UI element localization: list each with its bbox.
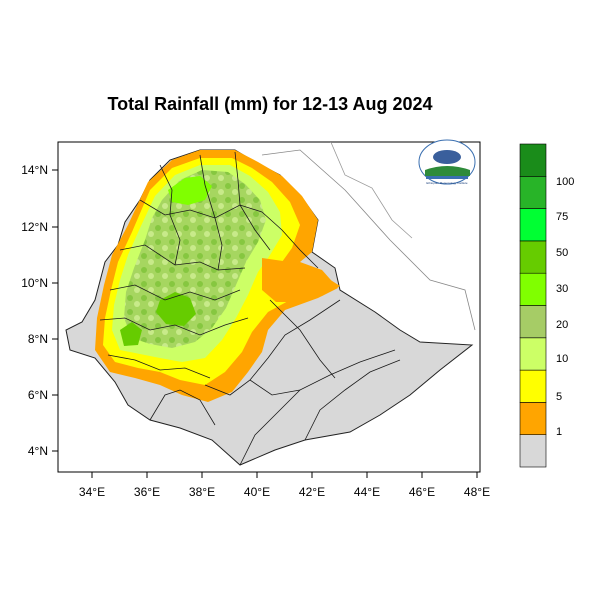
colorbar-swatch bbox=[519, 272, 547, 306]
colorbar-label: 50 bbox=[556, 247, 568, 259]
institute-logo: Ethiopian Meteorology Institute bbox=[418, 139, 476, 185]
colorbar-swatch bbox=[519, 434, 547, 468]
y-axis-ticks bbox=[52, 169, 58, 452]
colorbar-label: 1 bbox=[556, 426, 562, 438]
coastline-arabia bbox=[330, 142, 413, 239]
logo-caption: Ethiopian Meteorology Institute bbox=[426, 181, 468, 185]
colorbar-swatch bbox=[519, 240, 547, 274]
colorbar-swatch bbox=[519, 208, 547, 242]
y-tick-label: 4°N bbox=[28, 444, 48, 458]
x-tick-label: 42°E bbox=[299, 485, 325, 499]
map-title: Total Rainfall (mm) for 12-13 Aug 2024 bbox=[107, 94, 433, 114]
x-axis-ticks bbox=[91, 472, 478, 478]
colorbar bbox=[519, 143, 547, 468]
y-tick-label: 10°N bbox=[21, 276, 48, 290]
colorbar-label: 30 bbox=[556, 283, 568, 295]
x-tick-label: 38°E bbox=[189, 485, 215, 499]
colorbar-swatch bbox=[519, 176, 547, 209]
hills-icon bbox=[425, 166, 470, 176]
x-tick-label: 34°E bbox=[79, 485, 105, 499]
colorbar-swatch bbox=[519, 305, 547, 339]
y-tick-label: 6°N bbox=[28, 388, 48, 402]
y-tick-label: 8°N bbox=[28, 332, 48, 346]
x-tick-label: 46°E bbox=[409, 485, 435, 499]
x-tick-label: 36°E bbox=[134, 485, 160, 499]
colorbar-label: 20 bbox=[556, 319, 568, 331]
x-tick-label: 40°E bbox=[244, 485, 270, 499]
y-tick-label: 14°N bbox=[21, 163, 48, 177]
colorbar-swatch bbox=[519, 402, 547, 435]
colorbar-swatch bbox=[519, 337, 547, 371]
rain-zone-50-75mm-south bbox=[156, 292, 196, 326]
colorbar-label: 100 bbox=[556, 176, 574, 188]
colorbar-label: 5 bbox=[556, 391, 562, 403]
coastline bbox=[261, 149, 476, 331]
y-tick-label: 12°N bbox=[21, 220, 48, 234]
rain-zone-50-75mm-west bbox=[120, 322, 142, 346]
colorbar-swatch bbox=[519, 143, 547, 177]
colorbar-labels: 1 5 10 20 30 50 75 100 bbox=[556, 176, 574, 438]
rain-zone-50-75mm bbox=[168, 176, 212, 205]
x-tick-label: 48°E bbox=[464, 485, 490, 499]
colorbar-label: 10 bbox=[556, 353, 568, 365]
colorbar-swatch bbox=[519, 369, 547, 403]
rain-zone-east-1-5mm bbox=[262, 258, 340, 302]
regional-boundaries bbox=[99, 151, 401, 466]
cloud-icon bbox=[433, 150, 461, 164]
colorbar-label: 75 bbox=[556, 211, 568, 223]
x-tick-label: 44°E bbox=[354, 485, 380, 499]
